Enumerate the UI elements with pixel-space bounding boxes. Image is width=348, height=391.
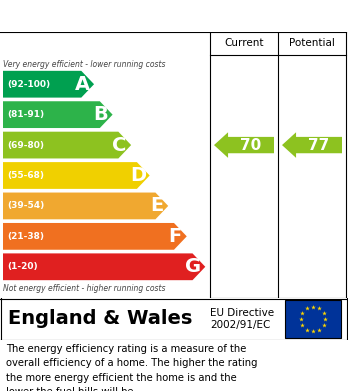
Text: England & Wales: England & Wales [8,310,192,328]
Text: 70: 70 [240,138,262,152]
Text: G: G [185,257,201,276]
Text: D: D [130,166,146,185]
Polygon shape [3,253,205,280]
Text: Potential: Potential [289,38,335,48]
Text: (21-38): (21-38) [7,232,44,241]
Polygon shape [3,71,94,98]
Text: (39-54): (39-54) [7,201,44,210]
Text: Very energy efficient - lower running costs: Very energy efficient - lower running co… [3,60,166,69]
FancyBboxPatch shape [285,300,341,338]
Text: E: E [150,196,163,215]
Text: F: F [168,227,182,246]
Text: The energy efficiency rating is a measure of the
overall efficiency of a home. T: The energy efficiency rating is a measur… [6,344,258,391]
Text: Not energy efficient - higher running costs: Not energy efficient - higher running co… [3,284,166,293]
Text: C: C [112,136,127,154]
Polygon shape [3,132,131,158]
Polygon shape [3,223,187,250]
Polygon shape [282,132,342,158]
Text: A: A [75,75,90,94]
Polygon shape [214,132,274,158]
Polygon shape [3,192,168,219]
Text: 77: 77 [308,138,330,152]
Text: Current: Current [224,38,264,48]
Text: (55-68): (55-68) [7,171,44,180]
Polygon shape [3,101,113,128]
Text: (81-91): (81-91) [7,110,44,119]
Text: EU Directive
2002/91/EC: EU Directive 2002/91/EC [210,308,274,330]
Text: B: B [94,105,108,124]
Polygon shape [3,162,150,189]
Text: Energy Efficiency Rating: Energy Efficiency Rating [10,7,239,25]
Text: (69-80): (69-80) [7,141,44,150]
Text: (92-100): (92-100) [7,80,50,89]
Text: (1-20): (1-20) [7,262,38,271]
